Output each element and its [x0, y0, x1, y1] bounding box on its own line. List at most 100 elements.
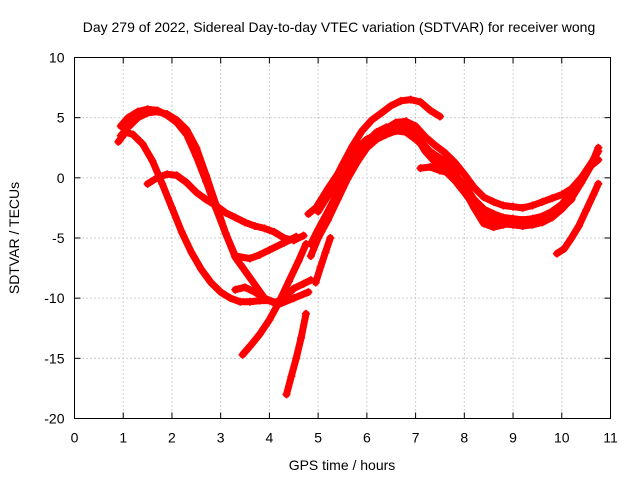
- data-point: [255, 250, 264, 259]
- data-point: [306, 252, 315, 261]
- x-axis-label: GPS time / hours: [289, 457, 396, 473]
- data-point: [367, 116, 376, 125]
- data-point: [323, 215, 332, 224]
- y-axis-label: SDTVAR / TECUs: [6, 182, 22, 294]
- data-point: [435, 166, 444, 175]
- data-point: [163, 170, 172, 179]
- data-point: [265, 246, 274, 255]
- chart-title: Day 279 of 2022, Sidereal Day-to-day VTE…: [83, 19, 596, 35]
- data-point: [567, 234, 576, 242]
- data-point: [280, 234, 289, 242]
- data-point: [292, 354, 301, 363]
- data-point: [548, 209, 557, 218]
- data-point: [594, 143, 603, 152]
- series-track-7: [282, 309, 310, 399]
- x-tick-label: 9: [509, 430, 517, 446]
- x-tick-label: 8: [460, 430, 468, 446]
- data-point: [250, 221, 259, 230]
- data-point: [499, 201, 508, 210]
- data-point: [421, 143, 430, 152]
- x-tick-label: 4: [266, 430, 274, 446]
- plot-series: [114, 95, 603, 399]
- x-tick-label: 11: [603, 430, 618, 446]
- data-point: [260, 224, 269, 233]
- data-point: [557, 190, 566, 199]
- data-point: [167, 203, 176, 212]
- data-point: [299, 279, 308, 288]
- x-tick-label: 0: [71, 430, 79, 446]
- data-point: [509, 218, 518, 227]
- data-point: [392, 126, 401, 135]
- data-point: [311, 278, 320, 287]
- data-point: [124, 113, 133, 122]
- data-point: [440, 148, 449, 157]
- data-point: [143, 108, 152, 117]
- series-trace: [312, 234, 334, 286]
- data-point: [321, 248, 330, 257]
- data-point: [133, 113, 142, 122]
- data-point: [297, 333, 306, 342]
- data-point: [577, 178, 586, 187]
- data-point: [528, 201, 537, 210]
- data-point: [499, 220, 508, 229]
- data-point: [411, 135, 420, 144]
- data-point: [182, 178, 191, 187]
- data-point: [372, 130, 381, 139]
- series-trace: [283, 310, 310, 398]
- data-point: [114, 137, 123, 146]
- data-point: [377, 108, 386, 117]
- data-point: [333, 170, 342, 179]
- data-point: [304, 288, 313, 297]
- data-point: [116, 122, 125, 131]
- data-point: [396, 96, 405, 105]
- data-point: [421, 132, 430, 141]
- data-point: [323, 184, 332, 193]
- data-point: [560, 244, 569, 253]
- data-point: [241, 283, 250, 292]
- data-point: [440, 156, 449, 165]
- series-track-15: [552, 179, 603, 258]
- data-point: [528, 215, 537, 224]
- data-point: [426, 163, 435, 172]
- data-point: [226, 294, 235, 303]
- data-point: [445, 169, 454, 178]
- data-point: [187, 248, 196, 257]
- data-point: [211, 201, 220, 210]
- data-point: [538, 197, 547, 206]
- series-track-2: [116, 107, 301, 263]
- data-point: [567, 195, 576, 204]
- data-point: [343, 175, 352, 184]
- data-point: [326, 234, 335, 242]
- data-point: [221, 208, 230, 217]
- series-trace: [314, 127, 575, 231]
- data-point: [314, 234, 323, 242]
- data-point: [362, 135, 371, 144]
- data-point: [289, 294, 298, 303]
- data-point: [245, 342, 254, 351]
- data-point: [460, 185, 469, 194]
- data-point: [231, 252, 240, 261]
- series-trace: [239, 240, 310, 359]
- x-tick-label: 3: [217, 430, 225, 446]
- series-track-14: [416, 163, 454, 178]
- data-point: [406, 95, 415, 104]
- data-point: [314, 200, 323, 209]
- data-point: [206, 278, 215, 287]
- data-point: [479, 219, 488, 228]
- x-tick-label: 10: [554, 430, 570, 446]
- y-tick-label: 5: [57, 110, 65, 126]
- data-point: [304, 209, 313, 218]
- data-point: [401, 128, 410, 137]
- data-point: [289, 236, 298, 245]
- data-point: [255, 330, 264, 339]
- series-track-4: [143, 170, 308, 245]
- data-point: [574, 221, 583, 230]
- y-tick-label: 0: [57, 170, 65, 186]
- data-point: [333, 195, 342, 204]
- data-point: [282, 390, 291, 399]
- data-point: [128, 130, 137, 139]
- series-track-12: [314, 126, 576, 232]
- data-point: [265, 315, 274, 324]
- data-point: [192, 143, 201, 152]
- y-tick-label: -10: [44, 290, 64, 306]
